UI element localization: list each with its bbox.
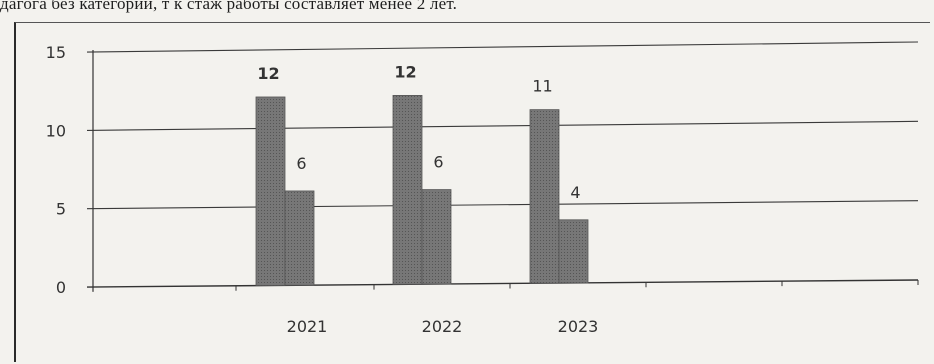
caption-text: дагога без категории, т к стаж работы со… xyxy=(0,0,458,13)
bar xyxy=(558,219,589,284)
x-tick-label: 2021 xyxy=(287,317,328,336)
y-tick-label: 10 xyxy=(46,121,66,140)
y-tick-label: 15 xyxy=(46,43,66,62)
y-tick-label: 5 xyxy=(56,200,66,219)
data-label: 4 xyxy=(570,183,580,202)
gridline xyxy=(86,120,919,131)
bar xyxy=(421,189,452,285)
data-label: 6 xyxy=(433,153,443,172)
x-axis-line xyxy=(86,279,919,288)
bar xyxy=(392,95,423,285)
x-tick-label: 2023 xyxy=(558,317,599,336)
bar xyxy=(284,190,315,286)
gridline xyxy=(86,41,919,53)
data-label: 6 xyxy=(296,154,306,173)
x-tick-label: 2022 xyxy=(422,317,463,336)
y-tick-label: 0 xyxy=(56,278,66,297)
data-label: 12 xyxy=(257,64,279,83)
data-label: 11 xyxy=(532,77,552,96)
bar xyxy=(529,109,560,284)
chart-frame xyxy=(14,22,930,362)
bar xyxy=(255,96,286,286)
gridline xyxy=(86,200,919,210)
data-label: 12 xyxy=(394,62,416,81)
